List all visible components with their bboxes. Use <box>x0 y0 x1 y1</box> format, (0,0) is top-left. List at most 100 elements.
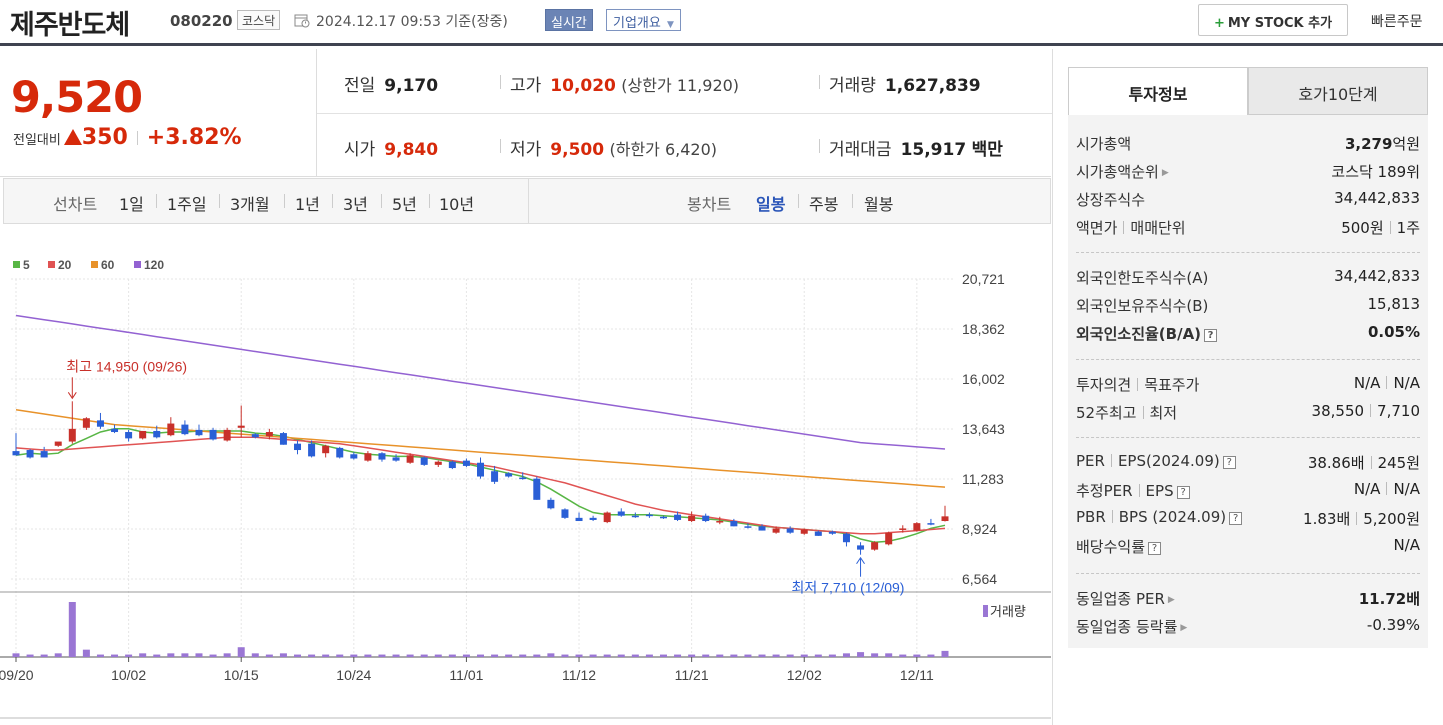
candle-body <box>40 451 48 458</box>
volume-bar <box>871 653 879 657</box>
volume-label: 거래량 <box>829 76 876 96</box>
tab-orderbook[interactable]: 호가10단계 <box>1248 67 1428 115</box>
volume-bar <box>125 654 133 657</box>
candle-body <box>730 521 738 527</box>
candle-body <box>941 516 949 522</box>
market-cap-label: 시가총액 <box>1076 135 1132 153</box>
target-value: N/A <box>1393 374 1420 392</box>
market-cap-rank-value: 코스닥 189위 <box>1331 163 1420 181</box>
help-icon[interactable]: ? <box>1229 512 1243 525</box>
candle-body <box>308 443 316 457</box>
sector-per-label[interactable]: 동일업종 PER <box>1076 590 1165 608</box>
tab-invest-info[interactable]: 투자정보 <box>1068 67 1248 115</box>
candle-body <box>477 462 484 477</box>
volume-bar <box>139 653 147 657</box>
volume-bar <box>589 654 597 657</box>
foreign-limit-value: 34,442,833 <box>1334 267 1420 285</box>
candle-body <box>575 517 583 522</box>
volume-bar <box>223 653 231 657</box>
foreign-hold-value: 15,813 <box>1367 295 1421 313</box>
period-1w[interactable]: 1주일 <box>167 195 207 214</box>
pbr-label: PBR <box>1076 508 1106 526</box>
volume-bar <box>631 654 639 657</box>
face-value-value: 500원 <box>1341 219 1384 237</box>
candle-body <box>322 445 330 454</box>
help-icon[interactable]: ? <box>1148 542 1162 555</box>
candle-body <box>491 471 499 482</box>
ma120-line <box>15 314 946 450</box>
candle-body <box>645 514 653 517</box>
w52-low-value: 7,710 <box>1377 402 1420 420</box>
shares-value: 34,442,833 <box>1334 189 1420 207</box>
market-cap-rank-label: 시가총액순위 <box>1076 163 1159 181</box>
candle-body <box>167 423 175 436</box>
volume-bar <box>167 653 175 657</box>
upper-limit-value: 11,920 <box>676 76 733 95</box>
arrow-right-icon: ▶ <box>1161 168 1169 178</box>
high-annotation: 최고 14,950 (09/26) <box>66 358 187 374</box>
quick-order-link[interactable]: 빠른주문 <box>1371 14 1423 30</box>
volume-bar <box>814 654 822 657</box>
volume-legend-label: 거래량 <box>990 604 1026 619</box>
x-tick-label: 10/24 <box>336 667 371 683</box>
candle-body <box>54 441 62 446</box>
period-3m[interactable]: 3개월 <box>230 195 270 214</box>
help-icon[interactable]: ? <box>1176 486 1190 499</box>
help-icon[interactable]: ? <box>1222 456 1236 469</box>
volume-legend-swatch <box>983 605 988 617</box>
period-1d[interactable]: 1일 <box>119 195 144 214</box>
period-5y[interactable]: 5년 <box>392 195 417 214</box>
candles <box>12 401 949 555</box>
volume-bar <box>857 652 865 657</box>
candle-chart-label[interactable]: 봉차트 <box>687 195 732 214</box>
volume-bar <box>12 653 20 657</box>
candle-body <box>772 528 780 533</box>
open-value: 9,840 <box>384 140 439 160</box>
volume-bar <box>209 654 217 657</box>
open-cell: 시가 9,840 <box>344 135 438 160</box>
low-annotation: 최저 7,710 (12/09) <box>792 580 905 596</box>
candle-weekly[interactable]: 주봉 <box>809 195 839 214</box>
candle-body <box>294 443 302 451</box>
volume-bar <box>800 654 808 657</box>
pbr-value: 1.83배 <box>1303 510 1351 528</box>
candle-body <box>448 461 456 469</box>
add-mystock-button[interactable]: + MY STOCK 추가 <box>1198 4 1348 36</box>
ma5-line <box>15 428 946 543</box>
period-1y[interactable]: 1년 <box>295 195 320 214</box>
x-tick-label: 11/21 <box>675 667 709 683</box>
candle-body <box>195 429 203 436</box>
candle-body <box>927 523 935 525</box>
y-tick-label: 18,362 <box>962 321 1005 337</box>
high-value: 10,020 <box>550 76 616 96</box>
opinion-value: N/A <box>1353 374 1381 392</box>
volume-bar <box>308 654 316 657</box>
w52-high-label: 52주최고 <box>1076 404 1137 422</box>
legend-label: 60 <box>101 258 115 272</box>
candle-body <box>12 451 20 456</box>
volume-bar <box>603 654 611 657</box>
line-chart-label[interactable]: 선차트 <box>53 195 98 214</box>
period-10y[interactable]: 10년 <box>439 195 475 214</box>
volume-bar <box>26 654 34 657</box>
company-overview-button[interactable]: 기업개요 ▼ <box>606 9 681 31</box>
sector-change-label[interactable]: 동일업종 등락률 <box>1076 618 1178 636</box>
high-label: 고가 <box>510 76 542 96</box>
candle-daily[interactable]: 일봉 <box>756 195 786 214</box>
current-price: 9,520 <box>11 73 143 123</box>
stock-chart[interactable]: 5 20 60 120 20,721 18,362 16,002 13,643 11,283 8… <box>0 224 1051 725</box>
lower-limit-label: 하한가 <box>615 140 660 159</box>
help-icon[interactable]: ? <box>1204 329 1218 342</box>
legend-swatch <box>134 261 141 268</box>
realtime-button[interactable]: 실시간 <box>545 9 593 31</box>
candle-body <box>885 532 893 545</box>
est-per-label: 추정PER <box>1076 482 1133 500</box>
trade-value-cell: 거래대금 15,917 백만 <box>829 135 1003 160</box>
volume-bar <box>54 653 62 657</box>
candle-body <box>871 542 879 550</box>
ma-legend: 5 20 60 120 <box>13 258 164 272</box>
period-3y[interactable]: 3년 <box>343 195 368 214</box>
candle-monthly[interactable]: 월봉 <box>864 195 894 214</box>
candle-body <box>744 526 752 528</box>
x-tick-label: 09/20 <box>0 667 34 683</box>
